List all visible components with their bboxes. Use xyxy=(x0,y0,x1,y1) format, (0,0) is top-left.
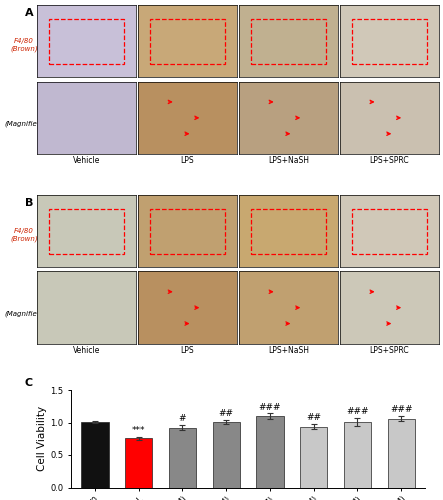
Text: ###: ### xyxy=(390,406,412,414)
Text: ##: ## xyxy=(306,414,321,422)
Bar xyxy=(213,422,240,488)
Text: F4/80
(Brown): F4/80 (Brown) xyxy=(10,38,38,52)
X-axis label: LPS+NaSH: LPS+NaSH xyxy=(268,156,309,165)
Text: #: # xyxy=(179,414,186,424)
Bar xyxy=(49,210,124,254)
Text: (Magnified): (Magnified) xyxy=(4,121,44,128)
Text: ***: *** xyxy=(132,426,145,435)
Text: ###: ### xyxy=(346,408,369,416)
Text: ##: ## xyxy=(219,410,234,418)
Text: F4/80
(Brown): F4/80 (Brown) xyxy=(10,228,38,242)
Text: (Magnified): (Magnified) xyxy=(4,311,44,318)
Bar xyxy=(344,422,371,488)
X-axis label: LPS: LPS xyxy=(181,156,194,165)
Bar xyxy=(150,20,225,64)
Bar xyxy=(388,418,415,488)
Bar xyxy=(125,438,152,488)
X-axis label: Vehicle: Vehicle xyxy=(73,346,100,355)
Text: C: C xyxy=(25,378,33,388)
Bar xyxy=(300,426,327,488)
Bar xyxy=(352,210,427,254)
Bar xyxy=(251,20,326,64)
Text: B: B xyxy=(26,198,34,208)
Bar xyxy=(352,20,427,64)
X-axis label: LPS+NaSH: LPS+NaSH xyxy=(268,346,309,355)
X-axis label: LPS: LPS xyxy=(181,346,194,355)
X-axis label: LPS+SPRC: LPS+SPRC xyxy=(369,156,409,165)
Y-axis label: Cell Viability: Cell Viability xyxy=(37,406,47,471)
Bar xyxy=(82,422,109,488)
Bar xyxy=(150,210,225,254)
X-axis label: LPS+SPRC: LPS+SPRC xyxy=(369,346,409,355)
Bar xyxy=(251,210,326,254)
Bar xyxy=(256,416,284,488)
Bar xyxy=(169,428,196,488)
Bar xyxy=(49,20,124,64)
Text: A: A xyxy=(25,8,34,18)
Text: ###: ### xyxy=(259,403,281,412)
X-axis label: Vehicle: Vehicle xyxy=(73,156,100,165)
